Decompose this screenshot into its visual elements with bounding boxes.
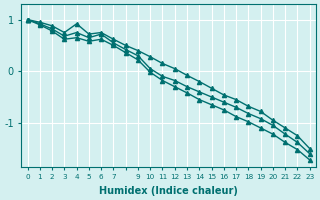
X-axis label: Humidex (Indice chaleur): Humidex (Indice chaleur) xyxy=(99,186,238,196)
